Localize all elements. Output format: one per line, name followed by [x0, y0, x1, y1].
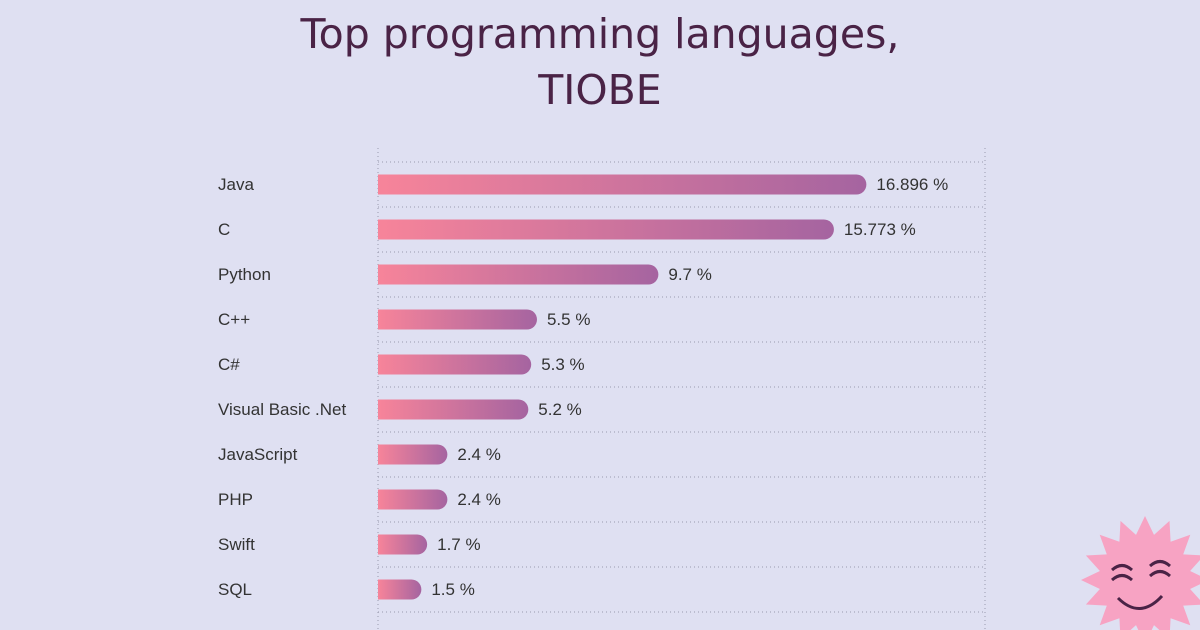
- category-label: Swift: [218, 535, 255, 554]
- category-label: PHP: [218, 490, 253, 509]
- value-label: 5.5 %: [547, 310, 590, 329]
- category-label: Python: [218, 265, 271, 284]
- category-label: JavaScript: [218, 445, 298, 464]
- value-label: 5.3 %: [541, 355, 584, 374]
- category-label: SQL: [218, 580, 252, 599]
- value-label: 16.896 %: [876, 175, 948, 194]
- value-label: 2.4 %: [457, 445, 500, 464]
- bar: [378, 174, 867, 195]
- value-label: 9.7 %: [668, 265, 711, 284]
- bar: [378, 264, 659, 285]
- bar: [378, 399, 529, 420]
- value-label: 1.5 %: [431, 580, 474, 599]
- category-label: C++: [218, 310, 250, 329]
- mascot-mouth: [1116, 594, 1164, 610]
- bar: [378, 309, 537, 330]
- mascot-eye: [1148, 560, 1172, 578]
- bar: [378, 489, 448, 510]
- mascot-body: [1081, 516, 1200, 630]
- category-label: Visual Basic .Net: [218, 400, 346, 419]
- bar: [378, 579, 422, 600]
- value-label: 2.4 %: [457, 490, 500, 509]
- mascot: [1081, 516, 1200, 630]
- bar: [378, 354, 532, 375]
- bar: [378, 219, 834, 240]
- value-label: 15.773 %: [844, 220, 916, 239]
- category-label: Java: [218, 175, 254, 194]
- plot: Java 16.896 % C 15.773 % Python 9.7 % C++ 5.5 %…: [218, 148, 986, 630]
- bar: [378, 444, 448, 465]
- chart-title: Top programming languages, TIOBE: [300, 10, 900, 114]
- mascot-eye: [1110, 564, 1134, 582]
- value-label: 1.7 %: [437, 535, 480, 554]
- value-label: 5.2 %: [538, 400, 581, 419]
- category-label: C#: [218, 355, 240, 374]
- category-label: C: [218, 220, 230, 239]
- bar: [378, 534, 428, 555]
